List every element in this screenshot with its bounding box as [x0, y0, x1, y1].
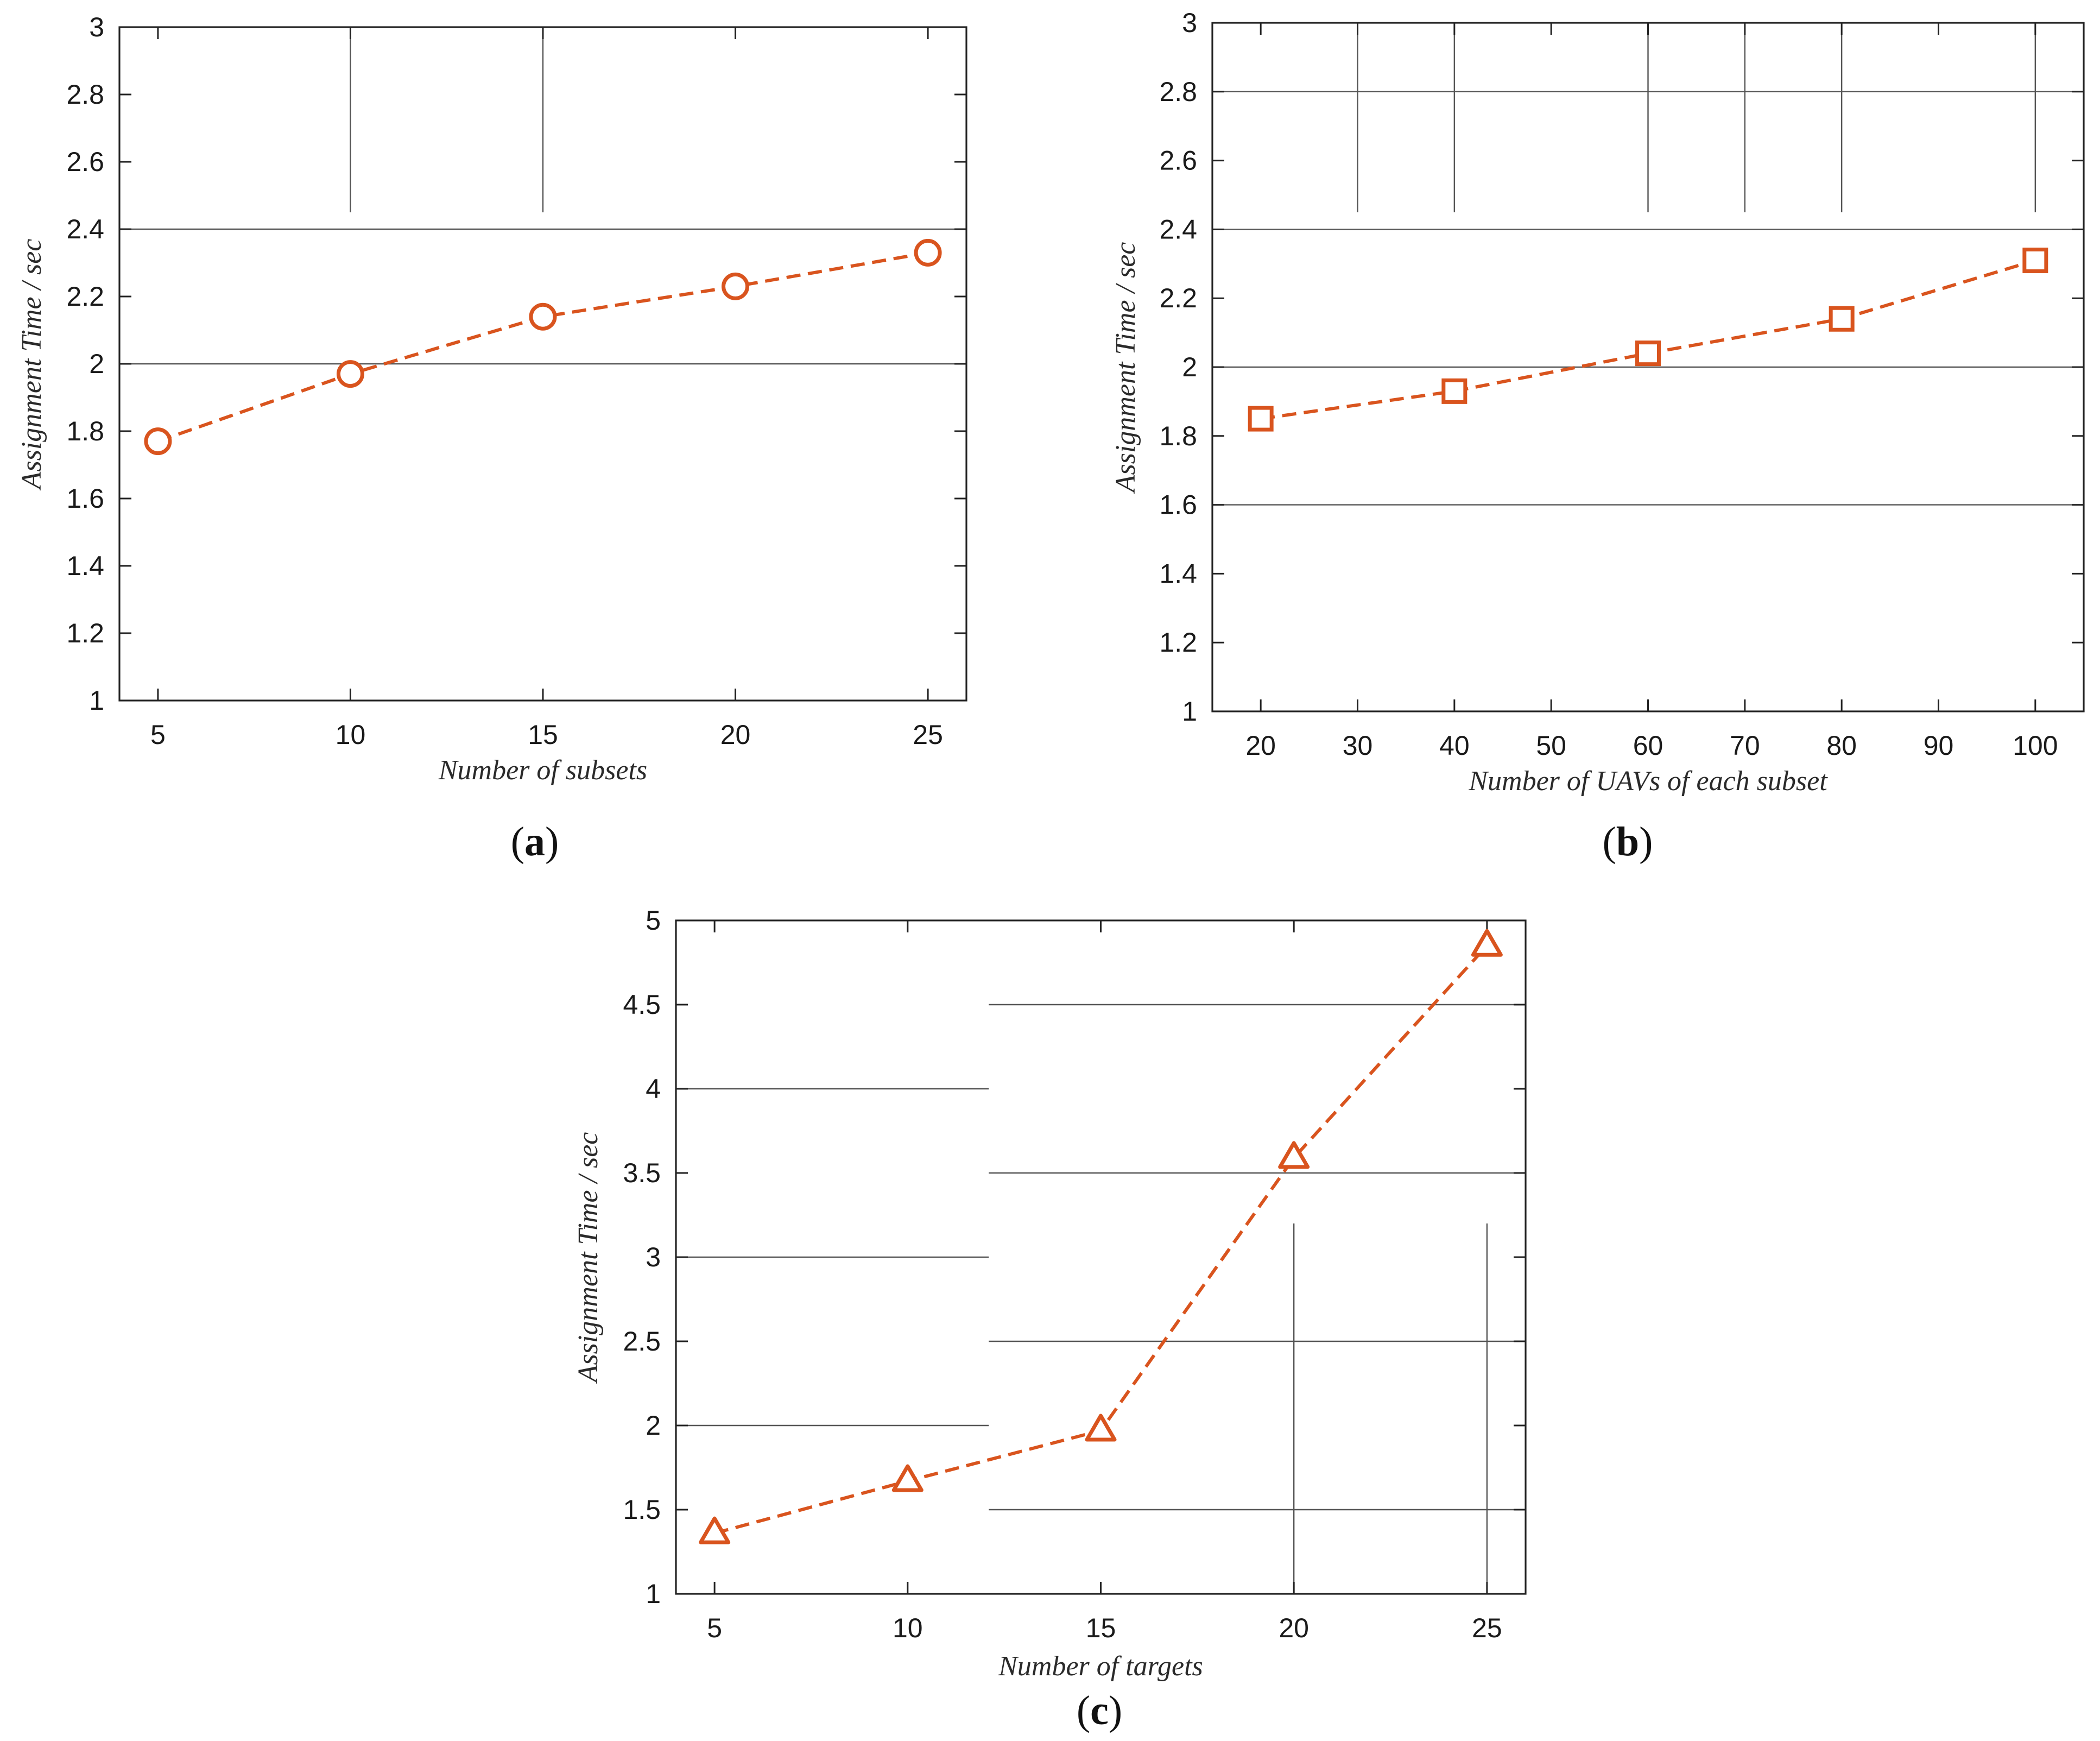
gridlines [676, 1004, 1526, 1594]
data-point-circle [914, 238, 942, 267]
y-tick-label: 2.2 [66, 281, 104, 312]
series-line [1260, 258, 2036, 421]
y-axis-label: Assignment Time / sec [1110, 242, 1141, 494]
y-axis-label: Assignment Time / sec [573, 1132, 604, 1384]
panel-b: 20 30 40 50 60 70 80 90 100 1 1.2 1.4 1.6 1.8 2 2.2 2.4 2… [1110, 8, 2085, 797]
y-tick-label: 1.2 [1159, 627, 1197, 658]
y-tick-label: 1.5 [623, 1494, 661, 1525]
data-point-triangle [1471, 929, 1503, 957]
x-tick-label: 70 [1730, 730, 1760, 761]
y-tick-label: 4 [646, 1074, 661, 1104]
x-tick-label: 60 [1633, 730, 1663, 761]
x-tick-label: 40 [1439, 730, 1470, 761]
caption-c-close: ) [1109, 1688, 1122, 1733]
x-tick-label: 10 [336, 720, 366, 750]
x-tick-label: 20 [1245, 730, 1276, 761]
x-tick-label: 20 [720, 720, 751, 750]
x-tick-label: 100 [2013, 730, 2058, 761]
y-tick-label: 1.2 [66, 618, 104, 648]
series-line [714, 944, 1489, 1535]
data-point-triangle [1085, 1414, 1117, 1442]
caption-a-close: ) [545, 819, 559, 865]
series-line [157, 251, 928, 443]
caption-b-letter: b [1616, 819, 1639, 865]
y-tick-label: 1.6 [1159, 490, 1197, 520]
data-point-circle [722, 272, 750, 300]
x-tick-label: 10 [893, 1613, 923, 1643]
x-tick-label: 25 [1472, 1613, 1502, 1643]
y-tick-label: 1 [89, 685, 104, 716]
y-tick-label: 1 [1182, 696, 1197, 727]
data-point-circle [336, 360, 364, 388]
y-tick-label: 2 [89, 349, 104, 379]
y-tick-label: 2.5 [623, 1326, 661, 1357]
x-axis-label: Number of subsets [438, 755, 647, 786]
caption-b-close: ) [1639, 819, 1653, 865]
y-tick-label: 2 [646, 1410, 661, 1441]
y-axis-label: Assignment Time / sec [16, 239, 47, 491]
caption-a-open: ( [511, 819, 524, 865]
y-tick-label: 2.6 [1159, 146, 1197, 176]
caption-a-letter: a [524, 819, 545, 865]
caption-c-letter: c [1090, 1688, 1109, 1733]
y-tick-label: 2 [1182, 352, 1197, 382]
y-tick-label: 1.6 [66, 483, 104, 514]
data-point-circle [144, 427, 172, 456]
x-axis-label: Number of targets [998, 1651, 1203, 1682]
y-tick-label: 3.5 [623, 1158, 661, 1188]
y-tick-label: 1.8 [1159, 421, 1197, 451]
data-point-circle [529, 302, 557, 331]
x-tick-label: 5 [150, 720, 166, 750]
x-tick-label: 80 [1826, 730, 1857, 761]
y-tick-label: 3 [89, 12, 104, 42]
panel-c: 5 10 15 20 25 1 1.5 2 2.5 3 3.5 4 4.5 5 Number of targ… [573, 905, 1527, 1682]
panel-a-caption: (a) [511, 819, 559, 865]
panel-b-caption: (b) [1603, 819, 1653, 865]
x-tick-label: 50 [1536, 730, 1566, 761]
y-tick-label: 2.6 [66, 147, 104, 177]
gridlines [119, 27, 966, 365]
y-tick-label: 2.8 [66, 79, 104, 110]
y-tick-label: 3 [646, 1242, 661, 1272]
caption-b-open: ( [1603, 819, 1616, 865]
x-tick-label: 20 [1279, 1613, 1309, 1643]
y-tick-label: 2.2 [1159, 283, 1197, 313]
data-point-triangle [891, 1464, 924, 1492]
x-tick-label: 15 [528, 720, 558, 750]
y-tick-label: 2.4 [1159, 214, 1197, 244]
y-tick-label: 4.5 [623, 989, 661, 1020]
y-tick-label: 2.4 [66, 214, 104, 244]
x-tick-label: 15 [1086, 1613, 1116, 1643]
gridlines [1212, 23, 2084, 506]
data-point-square [1248, 406, 1274, 432]
x-tick-label: 30 [1343, 730, 1373, 761]
data-point-triangle [1278, 1141, 1310, 1169]
y-tick-label: 1 [646, 1579, 661, 1609]
data-point-square [1441, 378, 1468, 404]
x-tick-label: 5 [707, 1613, 722, 1643]
y-tick-label: 5 [646, 905, 661, 936]
y-tick-label: 2.8 [1159, 77, 1197, 107]
x-tick-label: 25 [913, 720, 943, 750]
panel-a: 5 10 15 20 25 1 1.2 1.4 1.6 1.8 2 2.2 2.4 2.6 2.8 3 Numb… [16, 12, 967, 786]
x-axis-label: Number of UAVs of each subset [1468, 766, 1828, 797]
y-tick-label: 1.4 [66, 551, 104, 581]
y-tick-label: 1.4 [1159, 558, 1197, 589]
data-point-square [1829, 306, 1855, 332]
y-tick-label: 1.8 [66, 416, 104, 446]
data-point-square [2022, 247, 2048, 273]
caption-c-open: ( [1077, 1688, 1090, 1733]
x-tick-label: 90 [1924, 730, 1954, 761]
panel-c-caption: (c) [1077, 1688, 1122, 1733]
y-tick-label: 3 [1182, 8, 1197, 38]
data-point-triangle [699, 1516, 731, 1544]
data-point-square [1635, 340, 1661, 367]
